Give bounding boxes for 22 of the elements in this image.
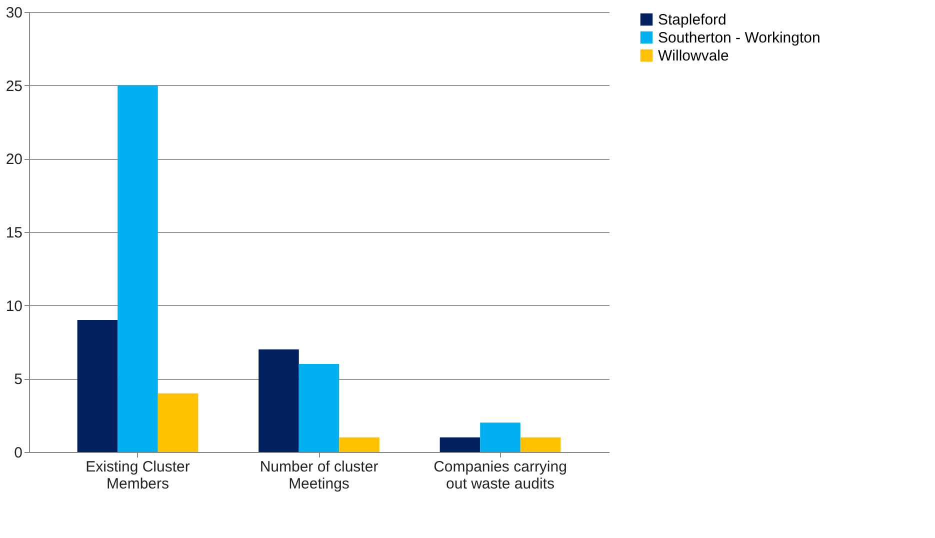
x-tick-label: Number of cluster Meetings: [260, 458, 378, 492]
y-tick-label: 15: [6, 224, 22, 242]
bar: [440, 437, 480, 452]
x-tick-label: Companies carrying out waste audits: [434, 458, 567, 492]
y-tick-label: 25: [6, 78, 22, 95]
y-tick-label: 5: [14, 371, 22, 388]
bar: [298, 364, 340, 452]
bar: [77, 320, 118, 452]
bar: [258, 349, 299, 452]
bar: [480, 422, 520, 452]
bar: [158, 393, 198, 452]
bar: [520, 437, 561, 452]
legend-label: Willowvale: [658, 48, 729, 64]
y-tick-label: 20: [6, 151, 22, 168]
y-tick-label: 10: [6, 298, 22, 315]
legend-label: Southerton - Workington: [658, 30, 820, 46]
bar: [118, 85, 158, 452]
legend-label: Stapleford: [658, 12, 726, 28]
x-tick-label: Existing Cluster Members: [86, 458, 190, 492]
y-tick-label: 0: [14, 444, 22, 462]
y-tick-label: 30: [6, 4, 22, 22]
bar: [339, 437, 380, 452]
